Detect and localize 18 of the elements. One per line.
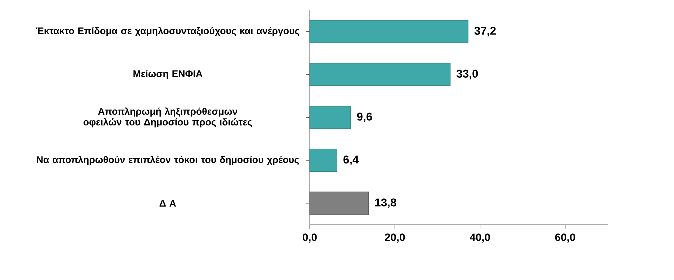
bar xyxy=(310,63,451,86)
y-tick-label: Μείωση ΕΝΦΙΑ xyxy=(134,70,203,80)
x-tick-label: 60,0 xyxy=(555,234,576,243)
x-tick-label: 40,0 xyxy=(470,234,490,243)
y-tick-label: Αποπληρωμή ληξιπρόθεσμων οφειλών του Δημοσίου προς ιδιώτες xyxy=(84,108,252,128)
data-label: 6,4 xyxy=(344,156,359,166)
x-tick-label: 20,0 xyxy=(385,234,406,243)
y-tick-label: Να αποπληρωθούν επιπλέον τόκοι του δημοσίου χρέους xyxy=(37,156,300,166)
x-tick-label: 0,0 xyxy=(303,234,317,243)
data-label: 37,2 xyxy=(474,26,496,37)
y-tick-label: Έκτακτο Επίδομα σε χαμηλοσυνταξιούχους και ανέργους xyxy=(36,27,300,36)
bar xyxy=(310,149,338,172)
data-label: 33,0 xyxy=(456,70,478,80)
bar xyxy=(310,20,469,44)
bar xyxy=(310,106,352,130)
y-tick-label: Δ Α xyxy=(160,200,176,207)
data-label: 9,6 xyxy=(357,112,372,123)
data-label: 13,8 xyxy=(376,198,397,208)
